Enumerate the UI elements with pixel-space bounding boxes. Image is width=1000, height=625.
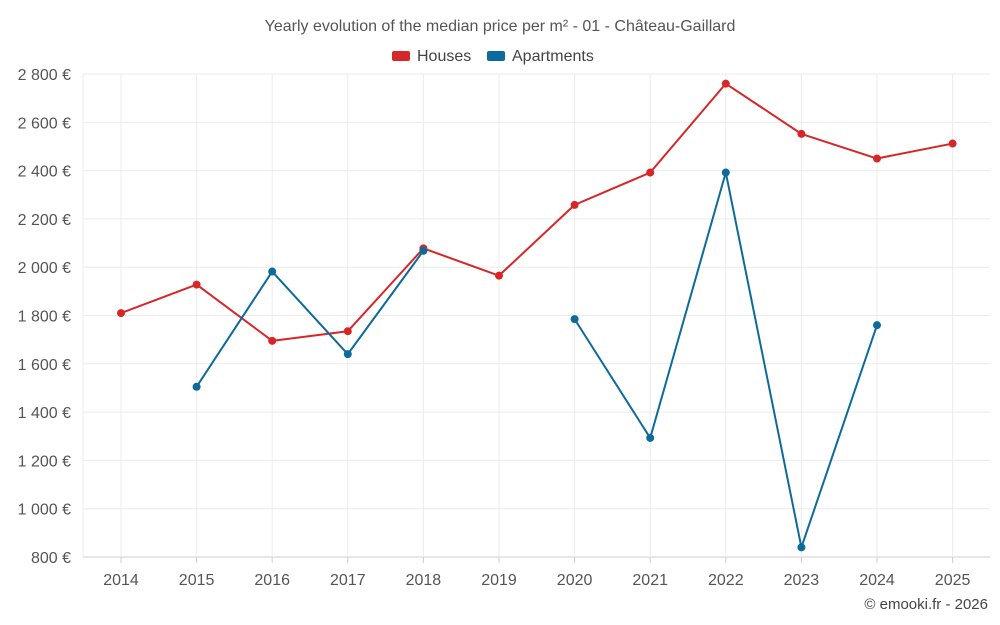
y-tick-label: 2 000 € [18,260,71,277]
data-point-apartments[interactable] [268,267,277,276]
data-point-apartments[interactable] [570,315,579,324]
series-line-houses [120,82,953,342]
data-point-houses[interactable] [797,129,806,138]
series-line-apartments [195,250,425,388]
y-tick-label: 2 600 € [18,115,71,132]
x-tick-label: 2021 [632,572,668,589]
x-tick-label: 2016 [254,572,290,589]
chart-title: Yearly evolution of the median price per… [265,18,736,35]
data-point-apartments[interactable] [419,246,428,255]
data-point-apartments[interactable] [797,543,806,552]
x-tick-label: 2024 [859,572,895,589]
series-apartments [192,168,881,552]
grid [83,73,990,558]
x-tick-label: 2020 [557,572,593,589]
legend-label-houses[interactable]: Houses [417,48,471,65]
data-point-houses[interactable] [268,336,277,345]
data-point-apartments[interactable] [343,350,352,359]
data-point-houses[interactable] [873,154,881,163]
x-tick-label: 2019 [481,572,517,589]
x-tick-label: 2025 [935,572,971,589]
x-tick-label: 2014 [103,572,139,589]
data-point-houses[interactable] [343,327,352,336]
data-point-houses[interactable] [646,168,655,177]
x-axis: 2014 2015 2016 2017 2018 2019 2020 2021 2022 2023… [103,557,970,589]
x-tick-label: 2022 [708,572,744,589]
data-point-apartments[interactable] [873,321,881,330]
y-tick-label: 800 € [31,550,71,567]
data-point-houses[interactable] [570,200,579,209]
data-point-houses[interactable] [495,271,503,280]
y-tick-label: 1 600 € [18,357,71,374]
y-tick-label: 1 000 € [18,502,71,519]
credit-text: © emooki.fr - 2026 [864,596,988,613]
data-point-houses[interactable] [192,280,201,289]
data-point-houses[interactable] [117,309,125,318]
legend: Houses Apartments [392,48,594,65]
data-point-houses[interactable] [721,79,730,88]
data-point-apartments[interactable] [192,382,201,391]
y-tick-label: 1 200 € [18,453,71,470]
data-point-apartments[interactable] [721,168,730,177]
legend-label-apartments[interactable]: Apartments [512,48,594,65]
x-tick-label: 2023 [784,572,820,589]
data-point-apartments[interactable] [646,433,655,442]
series-group [117,79,957,552]
x-tick-label: 2015 [179,572,215,589]
legend-swatch-houses[interactable] [392,51,410,61]
legend-swatch-apartments[interactable] [487,51,505,61]
y-tick-label: 2 200 € [18,212,71,229]
x-tick-label: 2017 [330,572,366,589]
y-axis: 800 € 1 000 € 1 200 € 1 400 € 1 600 € 1 800 €… [18,67,84,567]
y-tick-label: 2 800 € [18,67,71,84]
series-houses [117,79,957,345]
x-tick-label: 2018 [406,572,442,589]
y-tick-label: 1 400 € [18,405,71,422]
y-tick-label: 2 400 € [18,164,71,181]
data-point-houses[interactable] [948,139,957,148]
y-tick-label: 1 800 € [18,309,71,326]
